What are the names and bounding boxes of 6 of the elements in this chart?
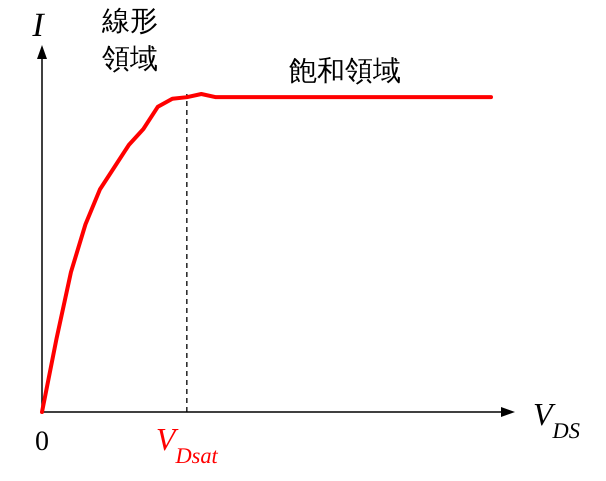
x-axis-title: V$_{DS}$	[533, 396, 580, 442]
text: 線形領域	[101, 5, 158, 74]
text: 飽和領域	[289, 55, 401, 86]
x-tick-label: V$_{Dsat}$	[156, 421, 219, 468]
y-axis-title: I	[31, 7, 46, 44]
x-tick-label: 0	[35, 426, 49, 457]
